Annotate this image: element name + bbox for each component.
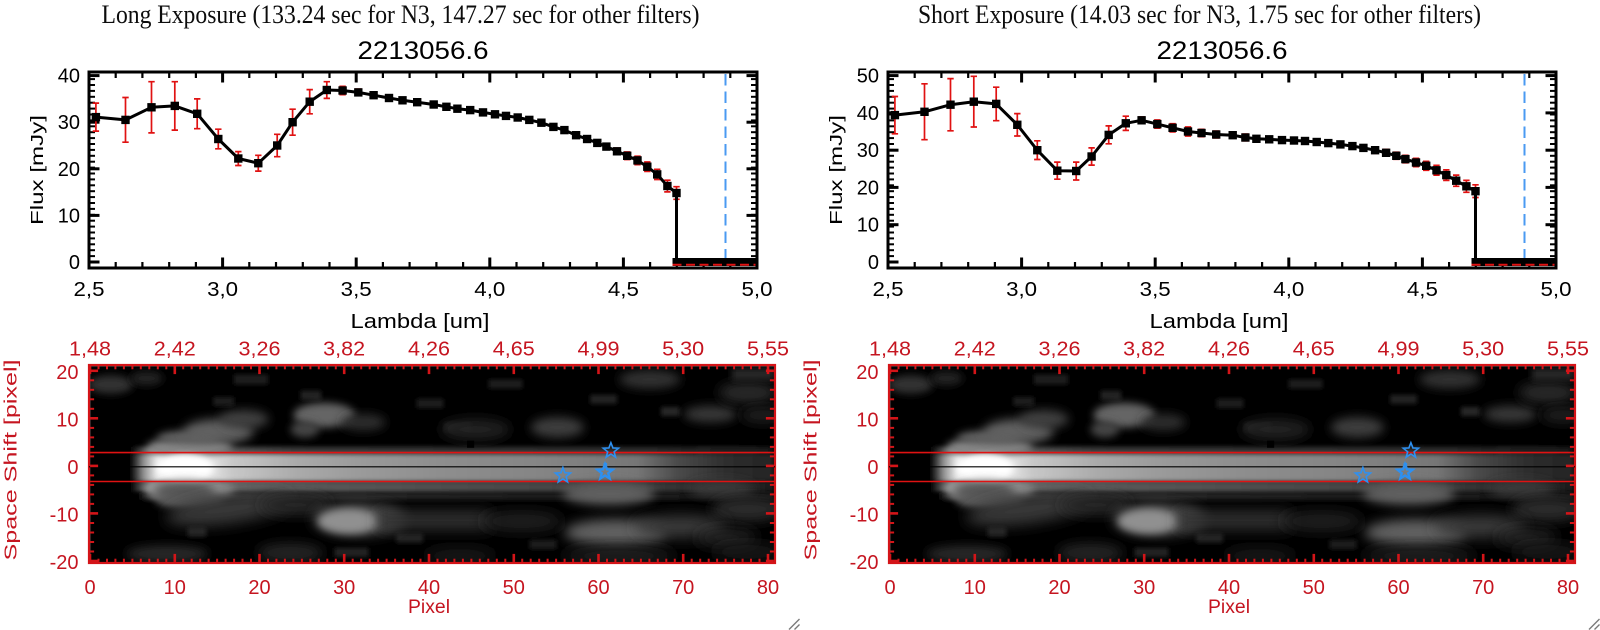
- svg-text:5,30: 5,30: [1462, 339, 1504, 361]
- svg-text:Flux [mJy]: Flux [mJy]: [27, 115, 47, 225]
- svg-text:20: 20: [248, 577, 270, 599]
- svg-text:5,0: 5,0: [742, 279, 773, 301]
- svg-text:40: 40: [58, 66, 80, 88]
- svg-text:3,82: 3,82: [323, 339, 365, 361]
- svg-text:1,48: 1,48: [869, 339, 911, 361]
- svg-text:3,5: 3,5: [341, 279, 372, 301]
- svg-text:0: 0: [84, 577, 95, 599]
- svg-text:3,0: 3,0: [207, 279, 238, 301]
- svg-text:30: 30: [333, 577, 355, 599]
- svg-text:4,65: 4,65: [493, 339, 535, 361]
- svg-text:2,42: 2,42: [954, 339, 996, 361]
- svg-text:2,5: 2,5: [74, 279, 105, 301]
- svg-text:2213056.6: 2213056.6: [1157, 37, 1288, 65]
- svg-text:5,0: 5,0: [1541, 279, 1572, 301]
- svg-text:40: 40: [857, 103, 879, 125]
- svg-text:10: 10: [964, 577, 986, 599]
- svg-text:10: 10: [58, 205, 80, 227]
- svg-text:4,26: 4,26: [408, 339, 450, 361]
- svg-text:Pixel: Pixel: [1208, 597, 1250, 618]
- svg-text:50: 50: [503, 577, 525, 599]
- svg-text:4,65: 4,65: [1293, 339, 1335, 361]
- svg-text:-20: -20: [50, 552, 79, 574]
- svg-text:60: 60: [587, 577, 609, 599]
- svg-text:0: 0: [868, 252, 879, 274]
- svg-text:0: 0: [67, 457, 78, 479]
- svg-text:5,55: 5,55: [1547, 339, 1589, 361]
- svg-text:2213056.6: 2213056.6: [358, 37, 489, 65]
- svg-text:5,55: 5,55: [747, 339, 789, 361]
- svg-text:5,30: 5,30: [662, 339, 704, 361]
- svg-text:Short Exposure (14.03 sec for: Short Exposure (14.03 sec for N3, 1.75 s…: [918, 0, 1481, 29]
- svg-text:-10: -10: [50, 504, 79, 526]
- svg-text:-20: -20: [850, 552, 879, 574]
- svg-text:30: 30: [58, 112, 80, 134]
- svg-text:0: 0: [867, 457, 878, 479]
- svg-text:20: 20: [1048, 577, 1070, 599]
- svg-text:-10: -10: [850, 504, 879, 526]
- svg-text:10: 10: [856, 409, 878, 431]
- svg-text:4,99: 4,99: [578, 339, 620, 361]
- svg-text:50: 50: [857, 66, 879, 88]
- svg-text:30: 30: [857, 140, 879, 162]
- svg-text:3,5: 3,5: [1140, 279, 1171, 301]
- svg-text:1,48: 1,48: [69, 339, 111, 361]
- svg-text:Flux [mJy]: Flux [mJy]: [826, 115, 846, 225]
- svg-text:4,0: 4,0: [1273, 279, 1304, 301]
- svg-text:3,26: 3,26: [239, 339, 281, 361]
- svg-text:Space Shift [pixel]: Space Shift [pixel]: [801, 360, 821, 561]
- svg-text:4,26: 4,26: [1208, 339, 1250, 361]
- svg-text:70: 70: [672, 577, 694, 599]
- svg-text:3,26: 3,26: [1039, 339, 1081, 361]
- svg-text:50: 50: [1303, 577, 1325, 599]
- svg-text:4,0: 4,0: [474, 279, 505, 301]
- svg-text:70: 70: [1472, 577, 1494, 599]
- svg-text:3,82: 3,82: [1123, 339, 1165, 361]
- svg-text:2,5: 2,5: [873, 279, 904, 301]
- svg-text:4,5: 4,5: [608, 279, 639, 301]
- svg-text:Lambda [um]: Lambda [um]: [1150, 311, 1289, 333]
- svg-text:Space Shift [pixel]: Space Shift [pixel]: [1, 360, 21, 561]
- svg-text:10: 10: [56, 409, 78, 431]
- svg-text:80: 80: [1557, 577, 1579, 599]
- svg-text:10: 10: [857, 215, 879, 237]
- svg-text:4,5: 4,5: [1407, 279, 1438, 301]
- svg-text:20: 20: [58, 159, 80, 181]
- svg-text:40: 40: [418, 577, 440, 599]
- svg-text:10: 10: [164, 577, 186, 599]
- svg-text:4,99: 4,99: [1378, 339, 1420, 361]
- svg-text:40: 40: [1218, 577, 1240, 599]
- svg-text:80: 80: [757, 577, 779, 599]
- svg-text:3,0: 3,0: [1006, 279, 1037, 301]
- svg-text:Long Exposure (133.24 sec for: Long Exposure (133.24 sec for N3, 147.27…: [102, 0, 700, 29]
- svg-text:30: 30: [1133, 577, 1155, 599]
- svg-text:20: 20: [56, 362, 78, 384]
- svg-text:Pixel: Pixel: [408, 597, 450, 618]
- svg-text:Lambda [um]: Lambda [um]: [351, 311, 490, 333]
- svg-text:2,42: 2,42: [154, 339, 196, 361]
- svg-text:60: 60: [1387, 577, 1409, 599]
- svg-text:20: 20: [857, 177, 879, 199]
- svg-text:0: 0: [884, 577, 895, 599]
- svg-text:20: 20: [856, 362, 878, 384]
- svg-text:0: 0: [69, 252, 80, 274]
